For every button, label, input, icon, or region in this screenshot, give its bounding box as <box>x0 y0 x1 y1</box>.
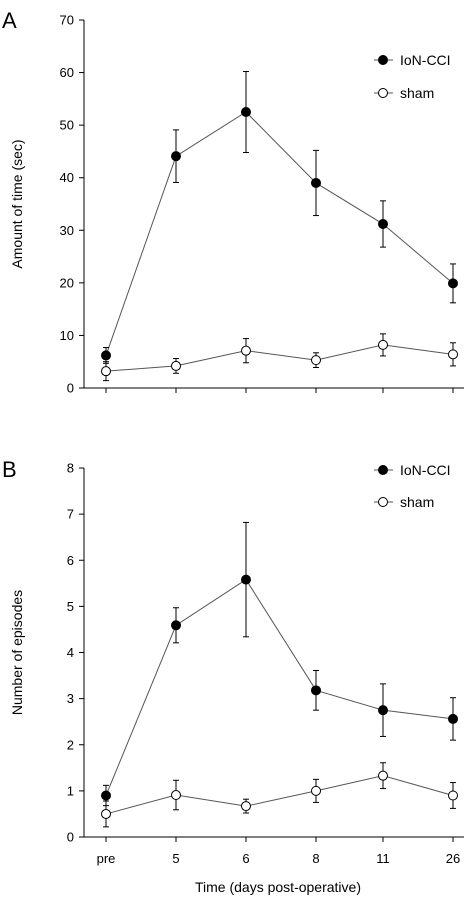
y-tick-label: 70 <box>60 13 74 28</box>
series-sham <box>101 762 458 828</box>
y-tick-label: 0 <box>67 381 74 396</box>
series-line-sham <box>105 344 454 372</box>
legend-marker <box>378 497 388 507</box>
y-tick-label: 60 <box>60 65 74 80</box>
x-tick-label: 6 <box>242 851 249 866</box>
y-tick-label: 1 <box>67 783 74 798</box>
chart-panel-a: A 0 10 20 30 40 50 60 70 Amount of time (sec) IoN-… <box>2 8 464 396</box>
x-tick-label: pre <box>97 851 116 866</box>
data-point <box>378 339 388 350</box>
data-point <box>101 366 111 377</box>
data-point <box>378 770 388 781</box>
x-axis-title: Time (days post-operative) <box>195 879 361 895</box>
legend-label: IoN-CCI <box>400 52 451 68</box>
y-tick-label: 8 <box>67 461 74 476</box>
data-point <box>171 790 181 801</box>
chart-panel-b: B 0 1 2 3 4 5 6 7 8 pre 5 6 8 11 26 Number of episodes Ti… <box>2 457 464 895</box>
legend-marker <box>378 88 388 98</box>
data-point <box>241 345 251 356</box>
data-point <box>101 790 111 801</box>
data-point <box>448 713 458 724</box>
legend-entry-sham: sham <box>374 85 434 101</box>
x-tick-label: 5 <box>172 851 179 866</box>
y-tick-label: 30 <box>60 223 74 238</box>
data-point <box>171 151 181 162</box>
series-ion-cci <box>101 521 458 807</box>
y-tick-label: 4 <box>67 645 74 660</box>
y-tick-label: 0 <box>67 830 74 845</box>
y-tick-label: 5 <box>67 599 74 614</box>
data-point <box>311 355 321 366</box>
data-point <box>311 177 321 188</box>
series-line-ion-cci <box>105 111 454 356</box>
y-tick-label: 40 <box>60 170 74 185</box>
data-point <box>171 620 181 631</box>
data-point <box>311 785 321 796</box>
panel-letter: B <box>2 457 17 482</box>
y-tick-label: 50 <box>60 118 74 133</box>
x-tick-label: 26 <box>446 851 460 866</box>
y-axis-title: Number of episodes <box>9 590 25 715</box>
data-point <box>378 218 388 229</box>
legend-label: sham <box>400 494 434 510</box>
data-point <box>448 349 458 360</box>
series-ion-cci <box>101 71 458 364</box>
data-point <box>241 574 251 585</box>
legend-marker <box>378 465 388 475</box>
data-point <box>241 107 251 117</box>
data-point <box>448 278 458 289</box>
data-point <box>171 360 181 371</box>
series-line-sham <box>105 775 454 815</box>
y-tick-label: 7 <box>67 507 74 522</box>
series-line-ion-cci <box>105 578 454 796</box>
series-sham <box>101 333 458 382</box>
legend-label: IoN-CCI <box>400 462 451 478</box>
legend-entry-ion-cci: IoN-CCI <box>374 52 451 68</box>
y-tick-label: 6 <box>67 553 74 568</box>
x-tick-label: 11 <box>376 851 390 866</box>
data-point <box>311 685 321 696</box>
panel-letter: A <box>2 8 17 33</box>
data-point <box>241 801 251 812</box>
y-tick-label: 20 <box>60 275 74 290</box>
y-tick-label: 3 <box>67 691 74 706</box>
y-tick-label: 2 <box>67 737 74 752</box>
data-point <box>378 705 388 716</box>
legend-entry-sham: sham <box>374 494 434 510</box>
data-point <box>101 350 111 361</box>
data-point <box>101 808 111 819</box>
y-axis-title: Amount of time (sec) <box>9 139 25 268</box>
x-tick-label: 8 <box>312 851 319 866</box>
legend-marker <box>378 55 388 65</box>
legend-label: sham <box>400 85 434 101</box>
y-tick-label: 10 <box>60 328 74 343</box>
data-point <box>448 790 458 801</box>
legend-entry-ion-cci: IoN-CCI <box>374 462 451 478</box>
